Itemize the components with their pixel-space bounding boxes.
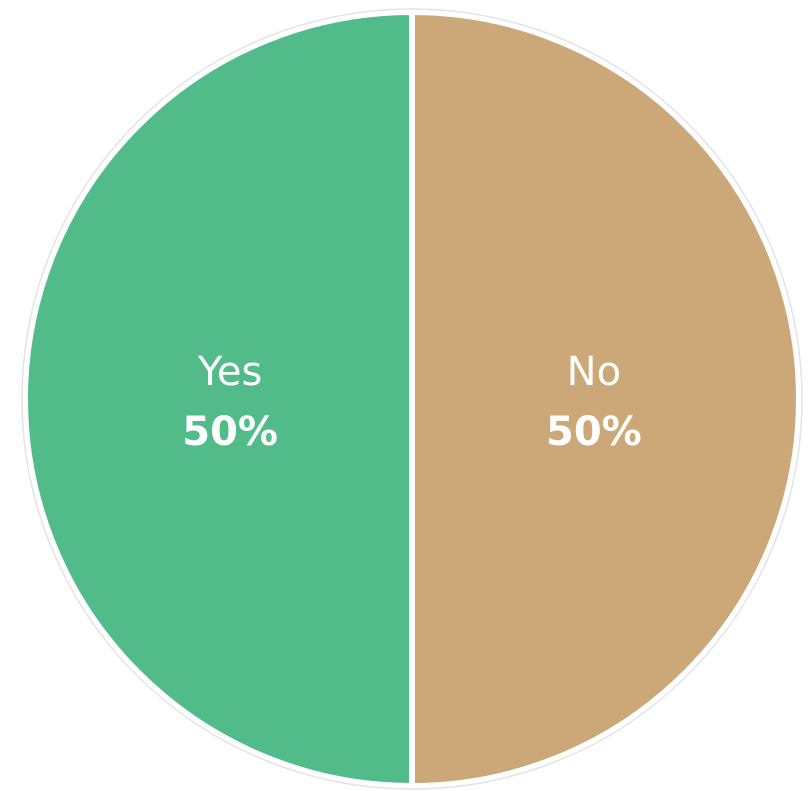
pie-labels: Yes 50% No 50% — [182, 349, 642, 455]
pie-slice-yes — [22, 9, 415, 789]
pie-slice-no — [409, 9, 802, 789]
slice-label-yes: Yes — [197, 349, 263, 395]
slice-label-no: No — [567, 349, 621, 395]
slice-value-yes: 50% — [182, 409, 278, 455]
pie-outline — [21, 8, 803, 790]
slice-value-no: 50% — [546, 409, 642, 455]
pie-slices — [21, 8, 803, 790]
